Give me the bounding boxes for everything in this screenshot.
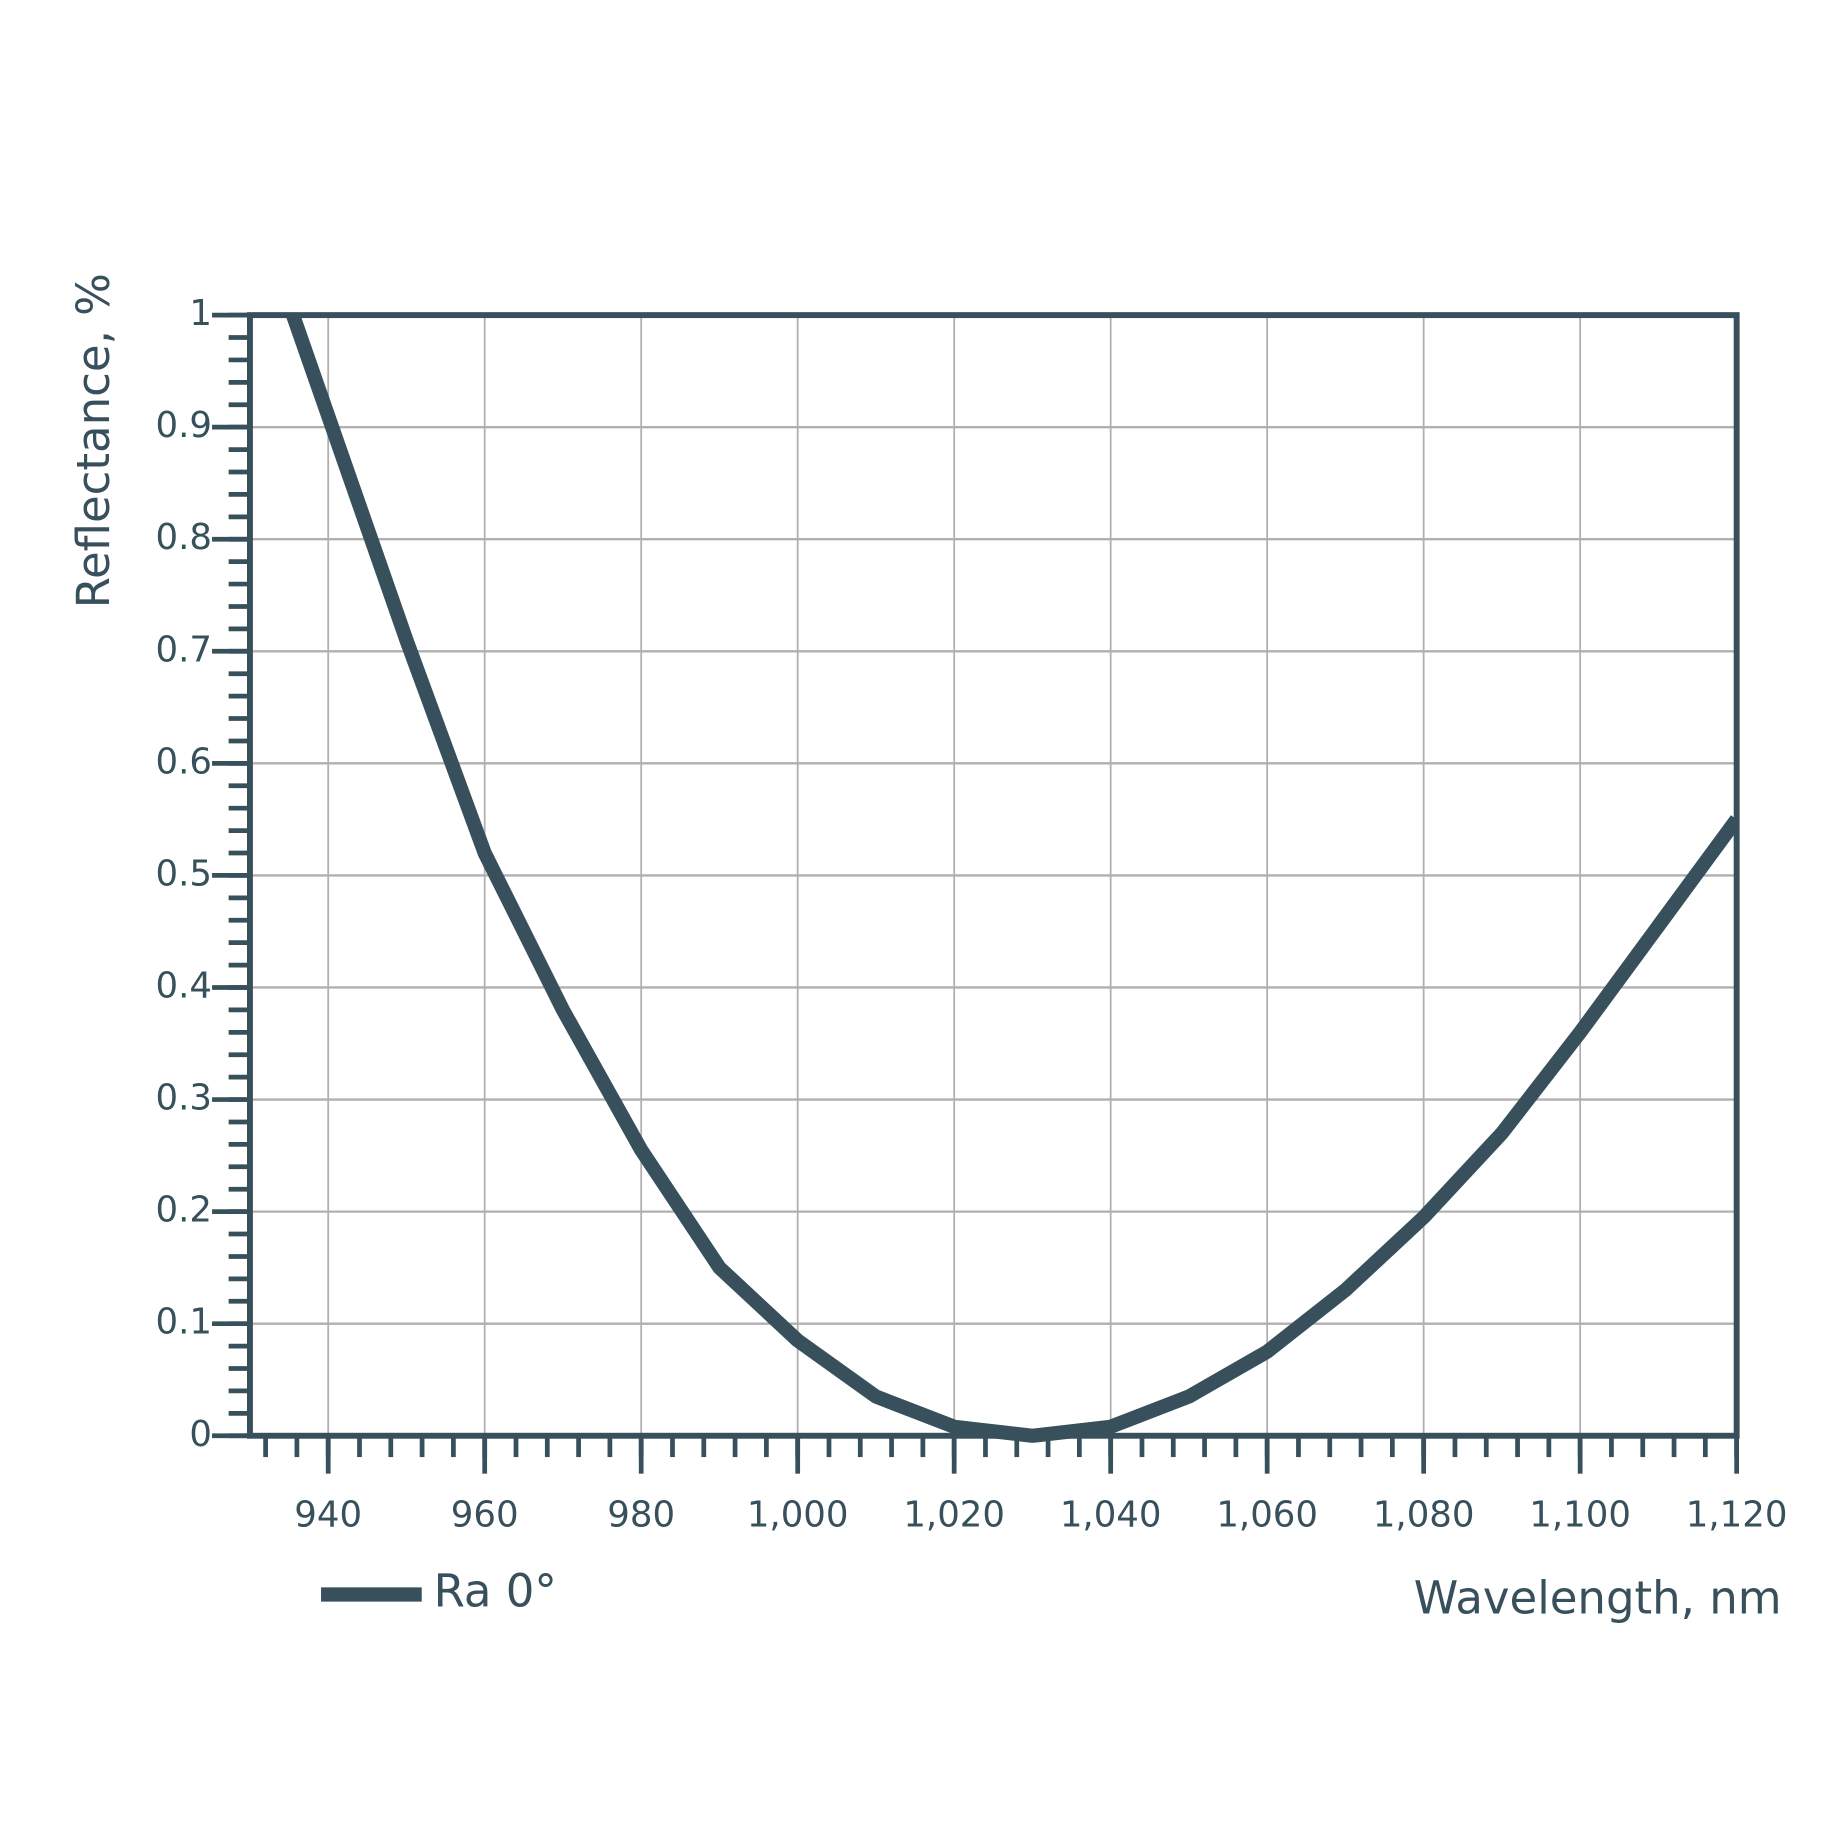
x-tick-label: 940: [294, 1494, 362, 1535]
y-tick-label: 0.7: [156, 629, 212, 670]
x-tick-label: 1,060: [1216, 1494, 1318, 1535]
x-tick-label: 1,120: [1686, 1494, 1788, 1535]
y-tick-label: 0.2: [156, 1190, 212, 1231]
y-tick-label: 0.5: [156, 853, 212, 894]
legend-label: Ra 0°: [434, 1564, 557, 1617]
y-tick-label: 0.9: [156, 405, 212, 446]
y-tick-label: 0: [189, 1414, 212, 1455]
x-tick-label: 1,080: [1373, 1494, 1475, 1535]
x-tick-label: 1,100: [1529, 1494, 1631, 1535]
y-tick-label: 0.1: [156, 1302, 212, 1343]
x-axis-label: Wavelength, nm: [1414, 1572, 1782, 1625]
line-series: [286, 312, 1737, 1443]
x-tick-label: 1,020: [903, 1494, 1005, 1535]
x-tick-label: 980: [607, 1494, 675, 1535]
y-axis-label: Reflectance, %: [67, 273, 120, 608]
y-tick-label: 0.8: [156, 517, 212, 558]
y-tick-label: 0.3: [156, 1078, 212, 1119]
y-tick-label: 1: [189, 293, 212, 334]
x-tick-label: 960: [451, 1494, 519, 1535]
y-tick-label: 0.6: [156, 741, 212, 782]
x-tick-label: 1,040: [1060, 1494, 1162, 1535]
y-tick-label: 0.4: [156, 965, 212, 1006]
x-tick-label: 1,000: [747, 1494, 849, 1535]
